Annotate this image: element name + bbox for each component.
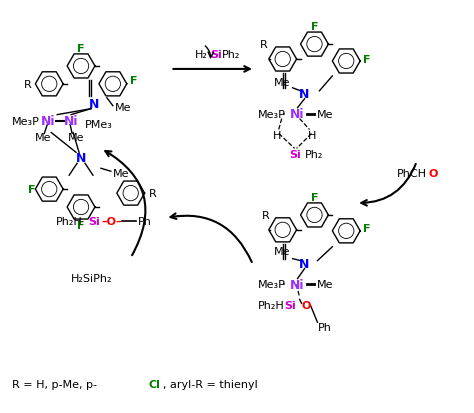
Text: O: O — [301, 301, 311, 311]
Text: F: F — [311, 22, 318, 32]
Text: H₂SiPh₂: H₂SiPh₂ — [71, 273, 113, 283]
Text: H: H — [308, 131, 317, 141]
Text: Ph: Ph — [318, 323, 331, 332]
Text: O: O — [428, 169, 438, 179]
Text: Me: Me — [317, 280, 333, 290]
Text: R: R — [260, 40, 268, 50]
Text: PhCH: PhCH — [397, 169, 427, 179]
Text: F: F — [27, 185, 35, 195]
Text: N: N — [300, 257, 310, 271]
Text: Si: Si — [285, 301, 296, 311]
Text: Ni: Ni — [41, 115, 56, 128]
Text: F: F — [77, 221, 85, 230]
Text: PMe₃: PMe₃ — [85, 119, 113, 129]
Text: F: F — [363, 55, 371, 65]
Text: R: R — [262, 211, 270, 221]
Text: Ph₂: Ph₂ — [304, 150, 323, 160]
Text: Si: Si — [88, 216, 100, 226]
Text: Me₃P: Me₃P — [11, 116, 39, 126]
Text: Ph: Ph — [137, 216, 152, 226]
Text: R: R — [24, 80, 31, 90]
Text: Me: Me — [115, 102, 131, 112]
Text: H₂: H₂ — [195, 50, 208, 60]
Text: H: H — [273, 131, 281, 141]
Text: Si: Si — [290, 150, 301, 160]
Text: Ni: Ni — [290, 278, 304, 291]
Text: F: F — [130, 76, 137, 85]
Text: Cl: Cl — [148, 379, 161, 389]
Text: Ni: Ni — [64, 115, 79, 128]
Text: Me: Me — [274, 246, 290, 256]
Text: Me: Me — [113, 169, 129, 179]
Text: N: N — [76, 152, 86, 164]
Text: R: R — [148, 189, 156, 199]
Text: Me: Me — [317, 109, 333, 119]
Text: R = H, p-Me, p-: R = H, p-Me, p- — [11, 379, 97, 389]
Text: N: N — [300, 88, 310, 101]
Text: N: N — [89, 98, 99, 111]
Text: Me: Me — [274, 78, 290, 88]
Text: Me: Me — [36, 133, 52, 143]
Text: Ni: Ni — [290, 108, 304, 121]
Text: Me: Me — [68, 133, 85, 143]
Text: Si: Si — [210, 50, 222, 60]
Text: Me₃P: Me₃P — [258, 109, 286, 119]
Text: –O–: –O– — [101, 216, 121, 226]
Text: F: F — [77, 44, 85, 54]
Text: Ph₂: Ph₂ — [222, 50, 240, 60]
Text: F: F — [363, 223, 371, 233]
Text: F: F — [311, 192, 318, 202]
Text: Ph₂H: Ph₂H — [56, 216, 83, 226]
Text: Ph₂H: Ph₂H — [258, 301, 284, 311]
Text: , aryl-R = thienyl: , aryl-R = thienyl — [163, 379, 257, 389]
Text: Me₃P: Me₃P — [258, 280, 286, 290]
